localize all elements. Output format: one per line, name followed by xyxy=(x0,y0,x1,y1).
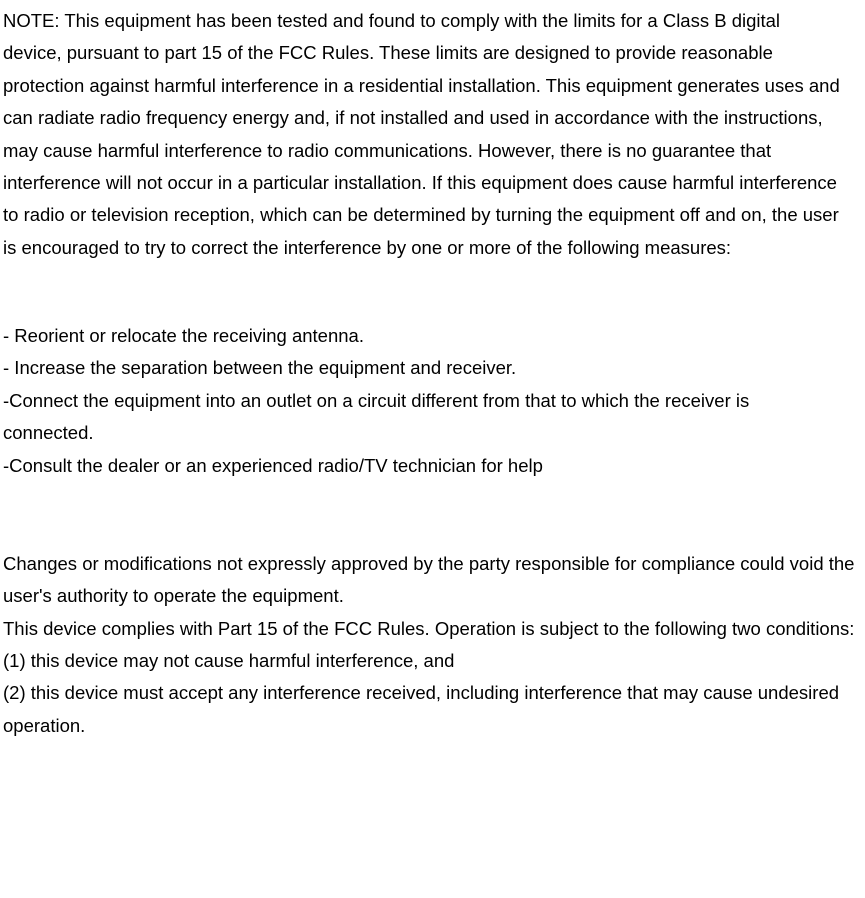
fcc-note-paragraph: NOTE: This equipment has been tested and… xyxy=(3,5,865,264)
list-item: -Consult the dealer or an experienced ra… xyxy=(3,450,823,482)
list-item: - Increase the separation between the eq… xyxy=(3,352,823,384)
measures-list: - Reorient or relocate the receiving ant… xyxy=(3,320,823,482)
list-item: -Connect the equipment into an outlet on… xyxy=(3,385,823,450)
body-text: Changes or modifications not expressly a… xyxy=(3,548,863,613)
body-text: NOTE: This equipment has been tested and… xyxy=(3,5,843,264)
compliance-paragraph: Changes or modifications not expressly a… xyxy=(3,548,863,742)
list-item: - Reorient or relocate the receiving ant… xyxy=(3,320,823,352)
body-text: This device complies with Part 15 of the… xyxy=(3,613,863,645)
body-text: (1) this device may not cause harmful in… xyxy=(3,645,863,677)
body-text: (2) this device must accept any interfer… xyxy=(3,677,863,742)
